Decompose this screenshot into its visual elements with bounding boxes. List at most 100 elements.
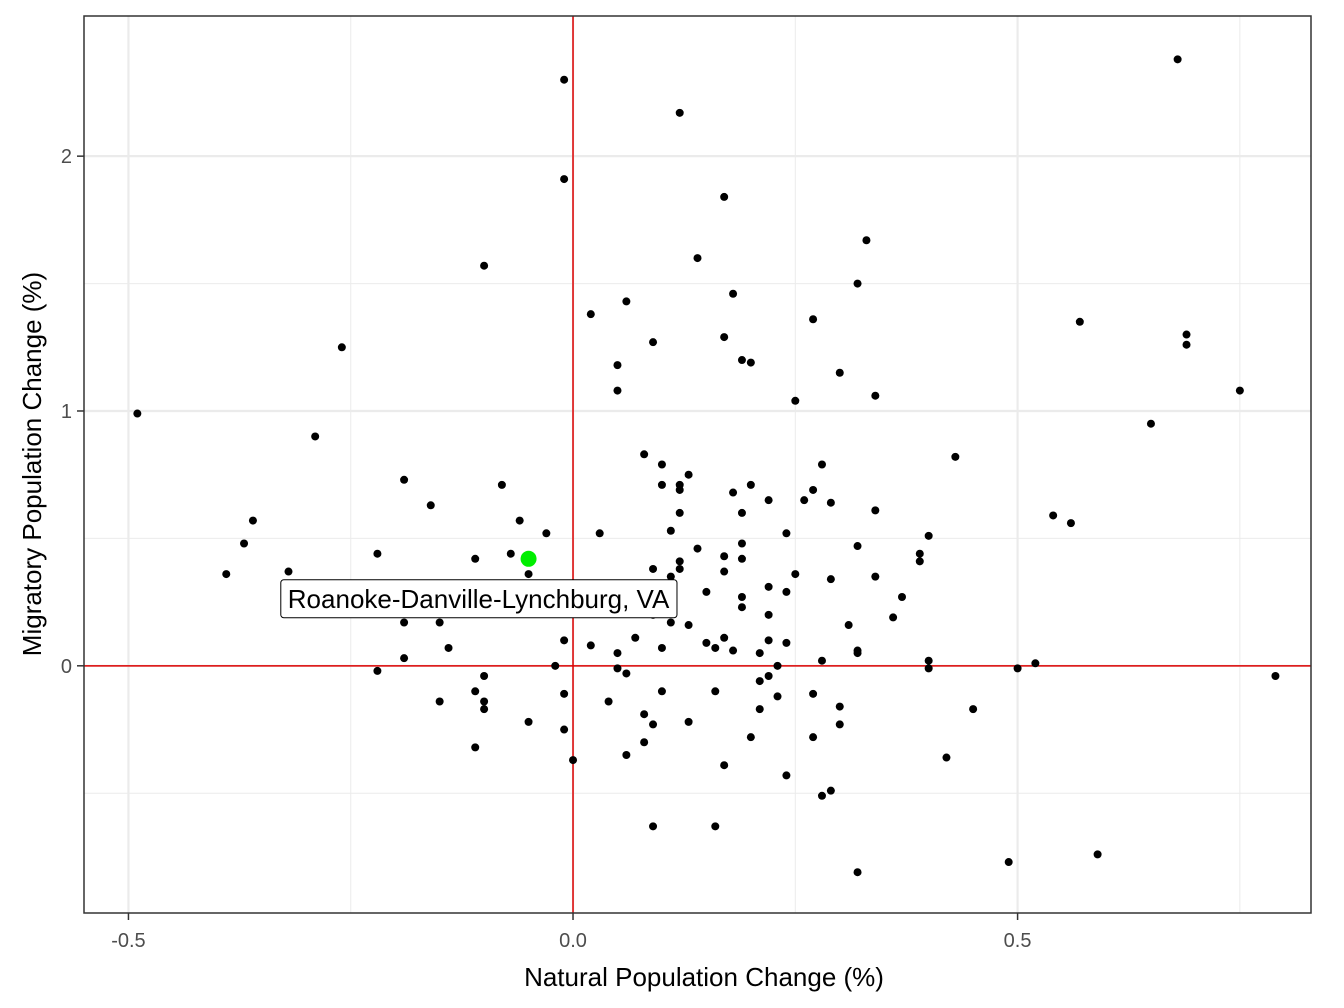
data-point-101 xyxy=(764,582,773,591)
data-point-73 xyxy=(693,544,702,553)
data-point-99 xyxy=(755,705,764,714)
data-point-109 xyxy=(782,638,791,647)
data-point-123 xyxy=(826,786,835,795)
data-point-5 xyxy=(311,432,320,441)
data-point-14 xyxy=(435,697,444,706)
data-point-68 xyxy=(675,564,684,573)
data-point-48 xyxy=(640,450,649,459)
data-point-25 xyxy=(515,516,524,525)
data-point-97 xyxy=(755,649,764,658)
data-point-45 xyxy=(622,669,631,678)
data-point-16 xyxy=(471,554,480,563)
data-point-49 xyxy=(640,710,649,719)
data-point-137 xyxy=(889,613,898,622)
data-point-153 xyxy=(1093,850,1102,859)
data-point-44 xyxy=(622,297,631,306)
highlight-group: Roanoke-Danville-Lynchburg, VA xyxy=(280,550,678,619)
data-point-129 xyxy=(853,542,862,551)
plot-panel-border xyxy=(83,15,1312,914)
data-point-87 xyxy=(729,646,738,655)
data-point-135 xyxy=(871,506,880,515)
data-point-102 xyxy=(764,610,773,619)
data-point-76 xyxy=(711,643,720,652)
data-point-69 xyxy=(684,470,693,479)
data-point-46 xyxy=(622,751,631,760)
y-axis: 0 1 2 xyxy=(61,146,84,678)
data-point-70 xyxy=(684,621,693,630)
y-axis-title: Migratory Population Change (%) xyxy=(17,272,47,656)
data-point-28 xyxy=(542,529,551,538)
data-point-144 xyxy=(942,753,951,762)
data-point-1 xyxy=(222,570,231,579)
data-point-60 xyxy=(666,526,675,535)
data-point-33 xyxy=(560,689,569,698)
data-point-79 xyxy=(720,192,729,201)
data-point-72 xyxy=(693,254,702,263)
data-point-140 xyxy=(915,557,924,566)
data-point-4 xyxy=(284,567,293,576)
data-point-81 xyxy=(720,552,729,561)
highlight-label-text: Roanoke-Danville-Lynchburg, VA xyxy=(288,584,670,614)
data-point-155 xyxy=(1173,55,1182,64)
data-point-65 xyxy=(675,485,684,494)
x-tick-label-1: 0.0 xyxy=(559,930,587,952)
data-point-118 xyxy=(817,460,826,469)
data-point-120 xyxy=(817,791,826,800)
data-point-7 xyxy=(373,549,382,558)
data-point-106 xyxy=(773,692,782,701)
highlight-label-box xyxy=(280,579,678,619)
data-point-20 xyxy=(480,672,489,681)
data-point-24 xyxy=(506,549,515,558)
data-point-58 xyxy=(657,643,666,652)
data-point-12 xyxy=(426,501,435,510)
data-point-21 xyxy=(480,697,489,706)
data-point-127 xyxy=(844,621,853,630)
data-point-18 xyxy=(471,743,480,752)
data-point-32 xyxy=(560,636,569,645)
data-point-0 xyxy=(133,409,142,418)
x-axis-title: Natural Population Change (%) xyxy=(524,962,884,992)
data-point-74 xyxy=(702,587,711,596)
data-point-30 xyxy=(560,75,569,84)
data-point-92 xyxy=(737,593,746,602)
data-point-83 xyxy=(720,633,729,642)
data-point-100 xyxy=(764,496,773,505)
data-point-89 xyxy=(737,508,746,517)
data-point-149 xyxy=(1031,659,1040,668)
data-point-128 xyxy=(853,279,862,288)
data-point-40 xyxy=(613,361,622,370)
data-point-26 xyxy=(524,570,533,579)
data-point-27 xyxy=(524,717,533,726)
data-point-90 xyxy=(737,539,746,548)
data-point-121 xyxy=(826,498,835,507)
data-point-124 xyxy=(835,368,844,377)
data-point-110 xyxy=(782,771,791,780)
data-point-8 xyxy=(373,666,382,675)
data-point-82 xyxy=(720,567,729,576)
data-point-9 xyxy=(400,475,409,484)
data-point-132 xyxy=(853,868,862,877)
minor-gridlines xyxy=(84,16,1311,913)
data-point-55 xyxy=(649,822,658,831)
data-point-85 xyxy=(729,289,738,298)
data-point-67 xyxy=(675,557,684,566)
data-point-36 xyxy=(586,310,595,319)
data-point-39 xyxy=(604,697,613,706)
data-point-138 xyxy=(898,593,906,602)
data-point-146 xyxy=(969,705,978,714)
data-point-43 xyxy=(613,664,622,673)
plot-panel xyxy=(84,16,1311,913)
data-point-107 xyxy=(782,529,791,538)
data-point-78 xyxy=(711,822,720,831)
data-point-159 xyxy=(1271,672,1280,681)
data-point-133 xyxy=(862,236,871,245)
data-point-91 xyxy=(737,554,746,563)
highlight-point xyxy=(520,550,537,567)
data-point-61 xyxy=(666,572,675,581)
data-point-108 xyxy=(782,587,791,596)
data-point-62 xyxy=(666,618,675,627)
data-point-139 xyxy=(915,549,924,558)
data-point-119 xyxy=(817,656,826,665)
data-point-54 xyxy=(649,720,658,729)
data-point-52 xyxy=(649,564,658,573)
